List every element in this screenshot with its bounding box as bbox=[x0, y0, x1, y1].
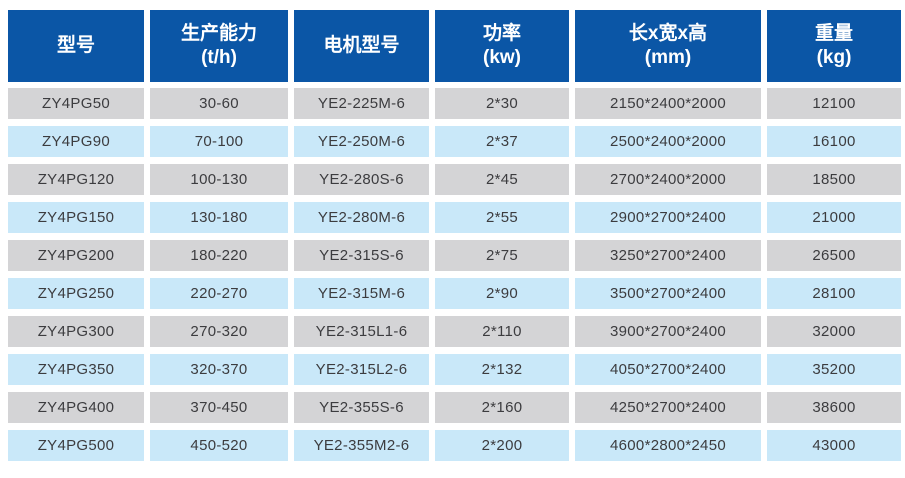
table-cell: 4600*2800*2450 bbox=[575, 430, 761, 461]
table-cell: 100-130 bbox=[150, 164, 288, 195]
table-cell: 2*132 bbox=[435, 354, 569, 385]
table-cell: 70-100 bbox=[150, 126, 288, 157]
header-title: 生产能力 bbox=[180, 23, 257, 45]
table-cell: 35200 bbox=[767, 354, 901, 385]
header-cell: 电机型号 bbox=[294, 10, 429, 82]
header-cell: 重量 (kg) bbox=[767, 10, 901, 82]
table-row: ZY4PG500 450-520 YE2-355M2-6 2*200 4600*2800… bbox=[8, 430, 905, 461]
table-row: ZY4PG50 30-60 YE2-225M-6 2*30 2150*2400*2000… bbox=[8, 88, 905, 119]
table-cell: 3250*2700*2400 bbox=[575, 240, 761, 271]
table-row: ZY4PG120 100-130 YE2-280S-6 2*45 2700*2400*2… bbox=[8, 164, 905, 195]
table-cell: ZY4PG400 bbox=[8, 392, 144, 423]
header-title: 型号 bbox=[56, 35, 95, 57]
table-cell: 4250*2700*2400 bbox=[575, 392, 761, 423]
table-row: ZY4PG400 370-450 YE2-355S-6 2*160 4250*2700*… bbox=[8, 392, 905, 423]
table-cell: 16100 bbox=[767, 126, 901, 157]
table-cell: 2*90 bbox=[435, 278, 569, 309]
table-cell: 180-220 bbox=[150, 240, 288, 271]
table-cell: ZY4PG200 bbox=[8, 240, 144, 271]
table-cell: 2*37 bbox=[435, 126, 569, 157]
table-cell: 3500*2700*2400 bbox=[575, 278, 761, 309]
table-row: ZY4PG300 270-320 YE2-315L1-6 2*110 3900*2700… bbox=[8, 316, 905, 347]
table-cell: ZY4PG250 bbox=[8, 278, 144, 309]
spec-table: 型号 生产能力 (t/h) 电机型号 功率 (kw) 长x宽x高 (mm) 重量 (kg) ZY4… bbox=[8, 10, 905, 461]
table-cell: 38600 bbox=[767, 392, 901, 423]
table-cell: 370-450 bbox=[150, 392, 288, 423]
header-unit: (kw) bbox=[483, 47, 521, 68]
table-cell: 270-320 bbox=[150, 316, 288, 347]
header-unit: (mm) bbox=[644, 47, 692, 68]
table-cell: 2*110 bbox=[435, 316, 569, 347]
table-row: ZY4PG90 70-100 YE2-250M-6 2*37 2500*2400*200… bbox=[8, 126, 905, 157]
table-row: ZY4PG350 320-370 YE2-315L2-6 2*132 4050*2700… bbox=[8, 354, 905, 385]
table-cell: 2*30 bbox=[435, 88, 569, 119]
table-cell: 43000 bbox=[767, 430, 901, 461]
table-cell: 28100 bbox=[767, 278, 901, 309]
table-cell: 2*160 bbox=[435, 392, 569, 423]
table-cell: 2150*2400*2000 bbox=[575, 88, 761, 119]
table-cell: 2*200 bbox=[435, 430, 569, 461]
header-title: 长x宽x高 bbox=[628, 23, 708, 45]
table-cell: 450-520 bbox=[150, 430, 288, 461]
header-cell: 功率 (kw) bbox=[435, 10, 569, 82]
header-title: 重量 bbox=[814, 23, 853, 45]
table-cell: YE2-315L1-6 bbox=[294, 316, 429, 347]
table-cell: ZY4PG300 bbox=[8, 316, 144, 347]
table-cell: 26500 bbox=[767, 240, 901, 271]
table-cell: YE2-355M2-6 bbox=[294, 430, 429, 461]
table-cell: ZY4PG150 bbox=[8, 202, 144, 233]
table-cell: 2*55 bbox=[435, 202, 569, 233]
header-title: 电机型号 bbox=[323, 35, 400, 57]
table-cell: YE2-315L2-6 bbox=[294, 354, 429, 385]
header-unit: (t/h) bbox=[201, 47, 237, 68]
table-cell: 220-270 bbox=[150, 278, 288, 309]
table-cell: 2*75 bbox=[435, 240, 569, 271]
table-cell: 21000 bbox=[767, 202, 901, 233]
table-row: ZY4PG150 130-180 YE2-280M-6 2*55 2900*2700*2… bbox=[8, 202, 905, 233]
table-cell: YE2-280S-6 bbox=[294, 164, 429, 195]
table-cell: ZY4PG50 bbox=[8, 88, 144, 119]
table-cell: 2*45 bbox=[435, 164, 569, 195]
header-cell: 生产能力 (t/h) bbox=[150, 10, 288, 82]
table-cell: 30-60 bbox=[150, 88, 288, 119]
table-cell: 2700*2400*2000 bbox=[575, 164, 761, 195]
table-cell: 3900*2700*2400 bbox=[575, 316, 761, 347]
table-cell: ZY4PG350 bbox=[8, 354, 144, 385]
table-cell: YE2-280M-6 bbox=[294, 202, 429, 233]
table-cell: 32000 bbox=[767, 316, 901, 347]
table-header-row: 型号 生产能力 (t/h) 电机型号 功率 (kw) 长x宽x高 (mm) 重量 (kg) bbox=[8, 10, 905, 82]
table-body: ZY4PG50 30-60 YE2-225M-6 2*30 2150*2400*2000… bbox=[8, 88, 905, 461]
header-title: 功率 bbox=[482, 23, 521, 45]
table-cell: 12100 bbox=[767, 88, 901, 119]
header-cell: 长x宽x高 (mm) bbox=[575, 10, 761, 82]
table-cell: 2500*2400*2000 bbox=[575, 126, 761, 157]
table-cell: ZY4PG120 bbox=[8, 164, 144, 195]
table-cell: YE2-315S-6 bbox=[294, 240, 429, 271]
table-row: ZY4PG250 220-270 YE2-315M-6 2*90 3500*2700*2… bbox=[8, 278, 905, 309]
table-cell: 320-370 bbox=[150, 354, 288, 385]
table-cell: YE2-225M-6 bbox=[294, 88, 429, 119]
table-cell: 4050*2700*2400 bbox=[575, 354, 761, 385]
table-cell: YE2-250M-6 bbox=[294, 126, 429, 157]
table-cell: ZY4PG90 bbox=[8, 126, 144, 157]
table-cell: YE2-315M-6 bbox=[294, 278, 429, 309]
table-cell: YE2-355S-6 bbox=[294, 392, 429, 423]
header-cell: 型号 bbox=[8, 10, 144, 82]
table-cell: 18500 bbox=[767, 164, 901, 195]
table-cell: 130-180 bbox=[150, 202, 288, 233]
table-cell: ZY4PG500 bbox=[8, 430, 144, 461]
table-cell: 2900*2700*2400 bbox=[575, 202, 761, 233]
header-unit: (kg) bbox=[816, 47, 852, 68]
table-row: ZY4PG200 180-220 YE2-315S-6 2*75 3250*2700*2… bbox=[8, 240, 905, 271]
